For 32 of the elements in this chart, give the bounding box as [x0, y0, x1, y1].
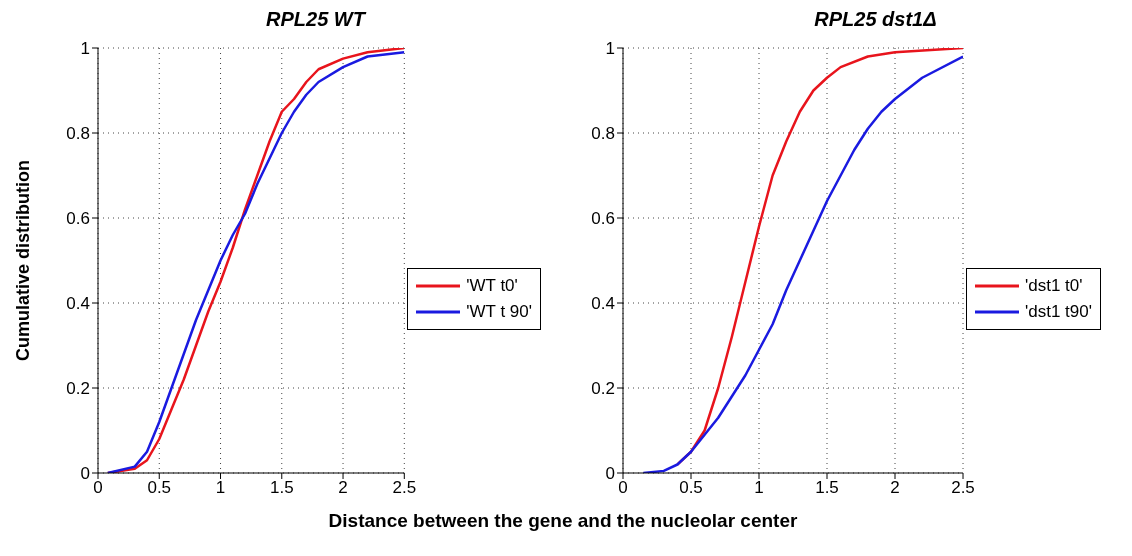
chart-title: RPL25 dst1Δ — [813, 8, 938, 32]
x-tick-label: 0.5 — [147, 478, 172, 498]
x-tick-label: 0 — [93, 478, 103, 498]
x-axis-title: Distance between the gene and the nucleolar center — [327, 510, 799, 532]
x-tick-label: 1.5 — [815, 478, 839, 498]
x-tick-label: 0 — [618, 478, 628, 498]
y-axis-title: Cumulative distribution — [13, 159, 34, 362]
x-tick-label: 1.5 — [269, 478, 294, 498]
x-tick-label: 2 — [338, 478, 348, 498]
legend-label: 'dst1 t90' — [1025, 301, 1092, 323]
y-tick-label: 0.8 — [66, 124, 90, 144]
x-tick-label: 1 — [215, 478, 226, 498]
y-tick-label: 0 — [605, 464, 615, 484]
legend-label: 'WT t 90' — [466, 301, 532, 323]
x-tick-label: 2.5 — [951, 478, 975, 498]
y-tick-label: 0.8 — [591, 124, 615, 144]
y-tick-label: 0 — [80, 464, 90, 484]
y-tick-label: 0.2 — [591, 379, 615, 399]
y-tick-label: 0.6 — [591, 209, 615, 229]
y-tick-label: 0.4 — [66, 294, 90, 314]
y-tick-label: 1 — [80, 39, 90, 59]
legend-label: 'WT t0' — [466, 275, 518, 297]
x-tick-label: 2.5 — [392, 478, 417, 498]
x-tick-label: 0.5 — [679, 478, 703, 498]
chart-title: RPL25 WT — [265, 8, 368, 32]
legend-label: 'dst1 t0' — [1025, 275, 1083, 297]
y-tick-label: 1 — [605, 39, 615, 59]
y-tick-label: 0.6 — [66, 209, 90, 229]
x-tick-label: 2 — [890, 478, 900, 498]
x-tick-label: 1 — [754, 478, 764, 498]
y-tick-label: 0.2 — [66, 379, 90, 399]
y-tick-label: 0.4 — [591, 294, 615, 314]
